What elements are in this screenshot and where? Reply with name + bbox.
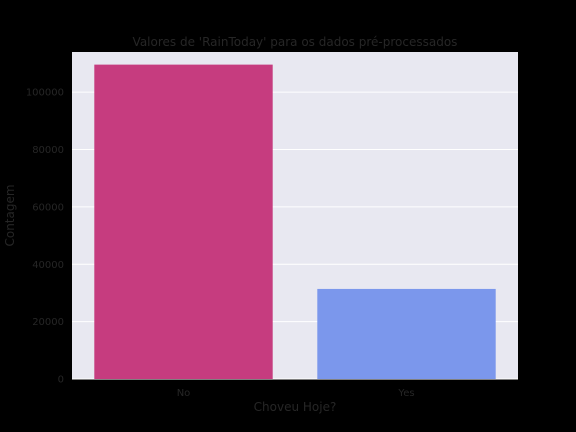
y-axis-label: Contagem	[3, 184, 17, 246]
y-tick-label: 20000	[32, 317, 64, 328]
x-tick-label: No	[177, 388, 191, 399]
bar-no	[94, 65, 272, 379]
x-tick-label: Yes	[397, 388, 414, 399]
y-tick-label: 40000	[32, 260, 64, 271]
y-tick-label: 60000	[32, 202, 64, 213]
x-axis-label: Choveu Hoje?	[254, 400, 337, 414]
y-tick-label: 0	[58, 375, 64, 386]
bar-yes	[317, 289, 495, 379]
y-tick-label: 100000	[26, 88, 64, 99]
y-tick-label: 80000	[32, 145, 64, 156]
chart-title: Valores de 'RainToday' para os dados pré…	[133, 35, 458, 49]
